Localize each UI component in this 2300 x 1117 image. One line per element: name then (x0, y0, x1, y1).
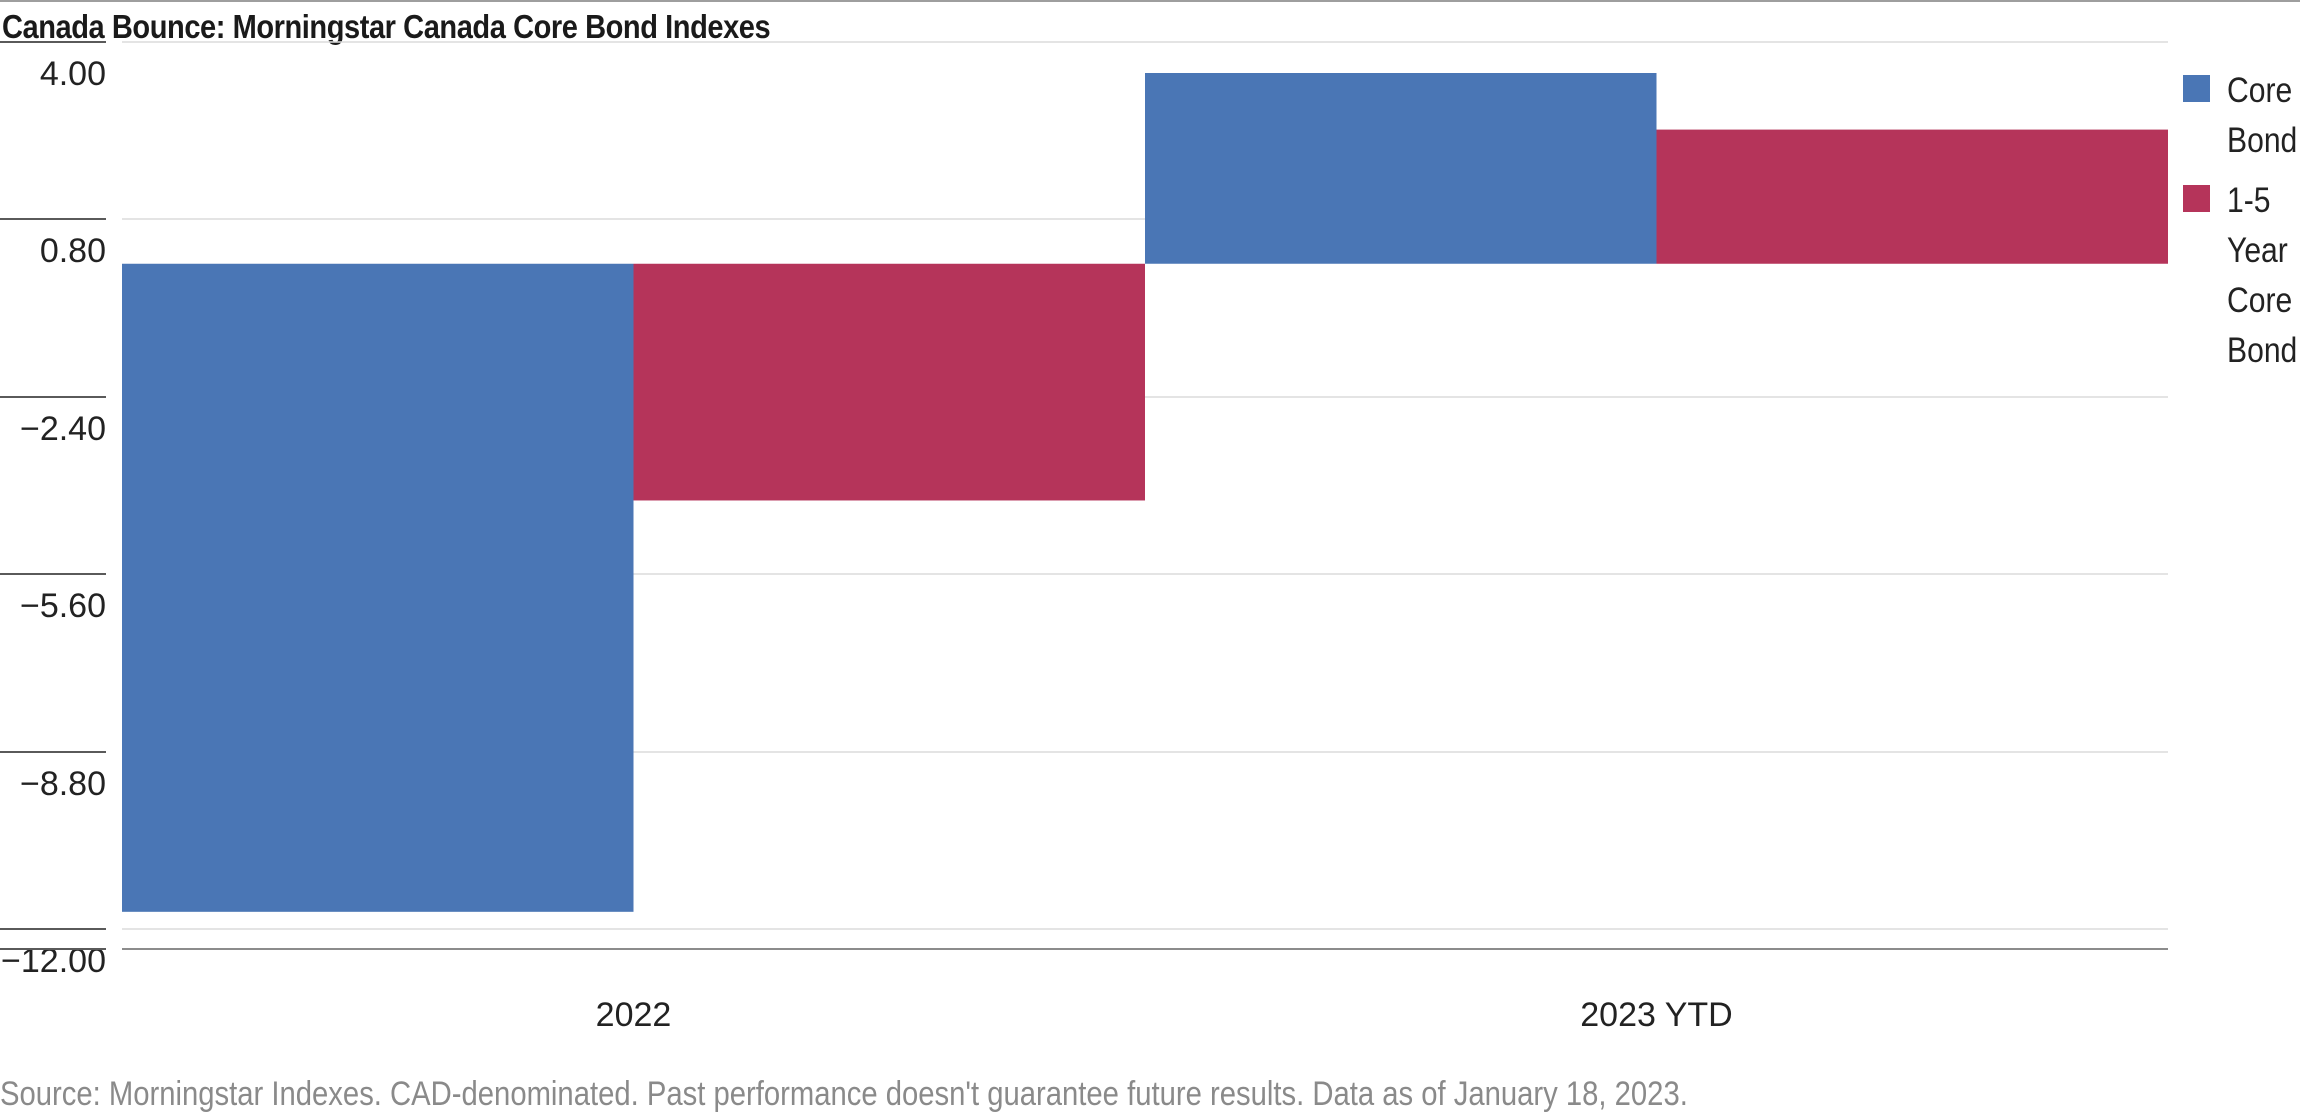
y-tick-label: −12.00 (1, 942, 106, 980)
bar-core-bond-2022 (122, 263, 634, 912)
bar-core-bond-2023-ytd (1145, 73, 1657, 264)
legend-swatch-1-5-year-core-bond (2183, 185, 2210, 212)
legend-label-core-bond: Core Bond (2227, 71, 2298, 160)
chart-title: Canada Bounce: Morningstar Canada Core B… (2, 8, 771, 45)
legend-item-core-bond[interactable]: Core Bond (2183, 66, 2298, 166)
y-tick-label: 4.00 (40, 55, 106, 93)
y-tick-label: −5.60 (20, 587, 106, 625)
bars-layer (122, 73, 2168, 912)
x-tick-label: 2023 YTD (1580, 996, 1732, 1034)
y-tick-label: −2.40 (20, 410, 106, 448)
source-note: Source: Morningstar Indexes. CAD-denomin… (0, 1075, 1688, 1113)
legend-label-1-5-year-core-bond: 1-5 Year Core Bond (2227, 181, 2298, 370)
y-tick-label: 0.80 (40, 232, 106, 270)
legend-item-1-5-year-core-bond[interactable]: 1-5 Year Core Bond (2183, 176, 2298, 376)
bar-1-5-year-core-bond-2022 (633, 263, 1145, 501)
legend-swatch-core-bond (2183, 75, 2210, 102)
bar-1-5-year-core-bond-2023-ytd (1656, 129, 2168, 264)
top-rule (0, 0, 2300, 2)
legend: Core Bond 1-5 Year Core Bond (2183, 66, 2298, 386)
x-tick-label: 2022 (596, 996, 672, 1034)
y-tick-label: −8.80 (20, 765, 106, 803)
axis-layer: 4.00 0.80 −2.40 −5.60 −8.80 −12.00 2022 2023 YT… (0, 41, 2168, 1034)
